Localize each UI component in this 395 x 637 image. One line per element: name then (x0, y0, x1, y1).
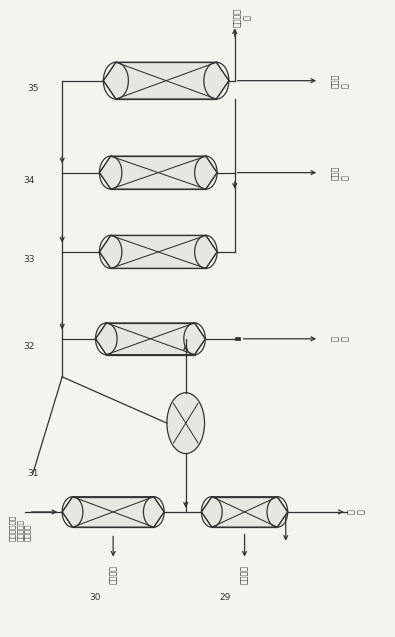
Polygon shape (100, 156, 217, 189)
Polygon shape (103, 62, 229, 99)
Text: 惰性气
体: 惰性气 体 (331, 166, 350, 180)
Text: 35: 35 (27, 84, 39, 93)
Circle shape (167, 392, 205, 454)
Polygon shape (62, 497, 164, 527)
Polygon shape (201, 497, 288, 527)
Polygon shape (100, 236, 217, 268)
Text: 29: 29 (219, 593, 231, 602)
Text: 气
局: 气 局 (346, 510, 366, 514)
Text: 惰性气
体: 惰性气 体 (331, 73, 350, 88)
Text: 深度净化处理
后的混合气
体的进口: 深度净化处理 后的混合气 体的进口 (9, 515, 31, 541)
Text: 30: 30 (90, 593, 101, 602)
Text: 31: 31 (27, 469, 39, 478)
Text: 34: 34 (23, 176, 34, 185)
Polygon shape (96, 323, 205, 355)
Text: 惰性气体: 惰性气体 (109, 564, 118, 583)
Text: 32: 32 (23, 342, 34, 351)
Text: 33: 33 (23, 255, 35, 264)
Text: 气
局: 气 局 (331, 336, 350, 341)
Text: 惰性气体: 惰性气体 (240, 564, 249, 583)
Text: 一氧化碳
局: 一氧化碳 局 (233, 8, 252, 27)
